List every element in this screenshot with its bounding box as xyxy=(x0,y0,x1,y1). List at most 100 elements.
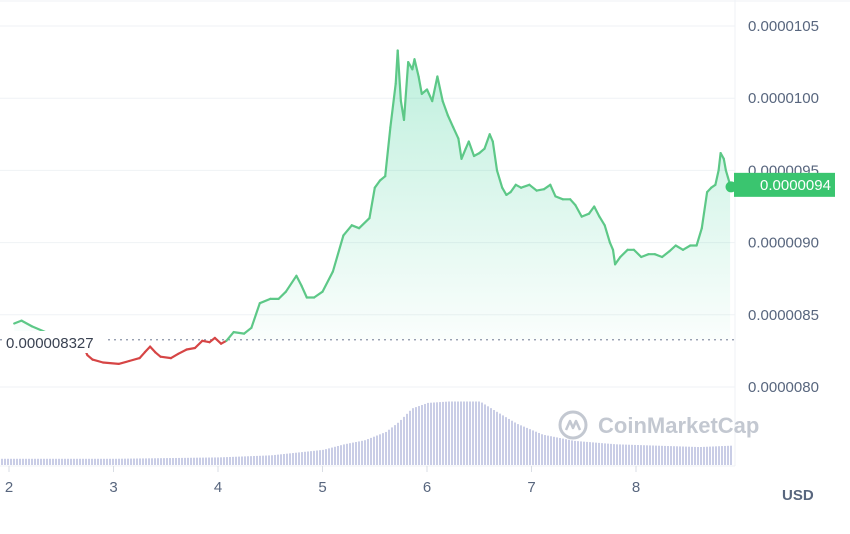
volume-bar xyxy=(103,458,105,465)
price-line-segment xyxy=(483,133,491,150)
volume-bar xyxy=(97,458,99,465)
volume-bar xyxy=(148,458,150,465)
volume-bar xyxy=(493,409,495,465)
price-line-segment xyxy=(389,82,397,129)
price-line-segment xyxy=(138,351,146,360)
volume-bar xyxy=(556,437,558,465)
volume-bar xyxy=(433,402,435,465)
volume-bar xyxy=(142,458,144,465)
price-line-segment xyxy=(608,241,615,251)
volume-bar xyxy=(577,441,579,465)
price-line-segment xyxy=(519,183,531,189)
volume-bar xyxy=(244,456,246,465)
volume-bar xyxy=(40,458,42,465)
volume-bar xyxy=(214,457,216,465)
volume-bar xyxy=(220,457,222,465)
volume-bar xyxy=(436,402,438,465)
volume-bar xyxy=(712,446,714,465)
volume-bar xyxy=(340,445,342,465)
price-line-segment xyxy=(358,217,371,230)
price-line-segment xyxy=(117,359,131,365)
volume-bar xyxy=(445,401,447,465)
price-area-fill xyxy=(14,50,731,340)
volume-bar xyxy=(79,458,81,465)
volume-bar xyxy=(550,436,552,465)
volume-bar xyxy=(349,443,351,465)
volume-bar xyxy=(100,458,102,465)
price-line-segment xyxy=(619,248,629,259)
price-line-segment xyxy=(542,183,552,191)
volume-bar xyxy=(364,440,366,465)
price-line-segment xyxy=(668,244,677,253)
volume-bar xyxy=(553,436,555,465)
volume-bar xyxy=(520,425,522,465)
price-line-segment xyxy=(417,75,423,96)
volume-bar xyxy=(460,401,462,465)
volume-bar xyxy=(34,458,36,465)
volume-bar xyxy=(559,438,561,465)
price-line-segment xyxy=(603,224,612,244)
volume-bar xyxy=(652,445,654,465)
watermark-text: CoinMarketCap xyxy=(598,413,759,438)
volume-bar xyxy=(145,458,147,465)
price-line-segment xyxy=(569,198,577,207)
volume-bar xyxy=(310,451,312,465)
price-line-segment xyxy=(632,248,643,259)
volume-bar xyxy=(250,456,252,465)
price-line-segment xyxy=(331,234,345,273)
volume-bar xyxy=(160,458,162,465)
price-line-segment xyxy=(722,157,728,172)
price-line-segment xyxy=(441,99,449,117)
volume-bar xyxy=(706,446,708,465)
volume-bar xyxy=(562,438,564,465)
volume-bar xyxy=(247,456,249,465)
volume-bar xyxy=(508,418,510,465)
price-line-segment xyxy=(159,355,173,360)
volume-bar xyxy=(400,419,402,465)
volume-bar xyxy=(640,445,642,465)
volume-bar xyxy=(127,458,129,465)
volume-bar xyxy=(334,446,336,465)
price-lines xyxy=(13,49,732,365)
volume-bar xyxy=(184,457,186,465)
volume-bar xyxy=(70,458,72,465)
volume-bar xyxy=(490,408,492,465)
y-tick-label: 0.0000085 xyxy=(748,307,819,324)
price-line-segment xyxy=(717,152,722,172)
volume-bar xyxy=(151,458,153,465)
volume-bar xyxy=(355,442,357,465)
volume-bar xyxy=(4,458,6,465)
price-line-segment xyxy=(284,274,298,293)
volume-bar xyxy=(178,457,180,465)
volume-bar xyxy=(205,457,207,465)
volume-bar xyxy=(76,458,78,465)
volume-bar xyxy=(118,458,120,465)
volume-bar xyxy=(592,442,594,465)
price-line-segment xyxy=(446,114,455,129)
volume-bar xyxy=(544,435,546,465)
price-line-segment xyxy=(495,169,504,189)
volume-bar xyxy=(685,446,687,465)
volume-bar xyxy=(637,445,639,465)
volume-bar xyxy=(163,458,165,465)
volume-bar xyxy=(37,458,39,465)
volume-bar xyxy=(478,401,480,465)
volume-bar xyxy=(382,433,384,465)
volume-bar xyxy=(670,446,672,465)
price-line-segment xyxy=(143,345,152,354)
volume-bar xyxy=(391,427,393,465)
volume-bar xyxy=(517,424,519,465)
x-tick-label: 3 xyxy=(109,479,117,496)
volume-bar xyxy=(472,401,474,465)
y-tick-label: 0.0000080 xyxy=(748,379,819,396)
volume-bar xyxy=(643,445,645,465)
price-line-segment xyxy=(700,191,709,230)
volume-bar xyxy=(541,434,543,465)
volume-bar xyxy=(67,458,69,465)
volume-bar xyxy=(19,458,21,465)
volume-bar xyxy=(532,430,534,465)
volume-bar xyxy=(28,458,30,465)
price-line-segment xyxy=(295,274,303,287)
volume-bar xyxy=(694,446,696,465)
volume-bar xyxy=(406,413,408,465)
